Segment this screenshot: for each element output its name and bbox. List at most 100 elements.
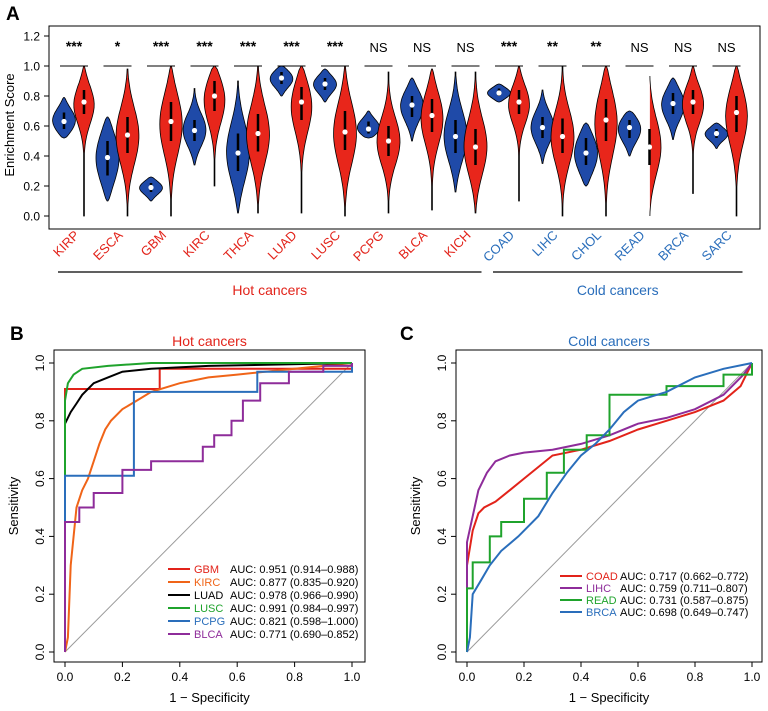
violin-median-normal — [452, 133, 459, 140]
violin-x-label-coad: COAD — [480, 228, 517, 265]
roc-x-axis-label: 1 − Specificity — [169, 690, 250, 705]
legend-auc-lihc: AUC: 0.759 (0.711–0.807) — [620, 583, 748, 595]
significance-label: *** — [240, 38, 257, 54]
roc-y-tick-label: 0.6 — [435, 470, 449, 487]
violin-x-label-read: READ — [611, 228, 647, 264]
roc-x-tick-label: 1.0 — [744, 670, 761, 684]
legend-auc-brca: AUC: 0.698 (0.649–0.747) — [620, 607, 748, 619]
significance-label: NS — [456, 40, 474, 55]
significance-label: ** — [547, 38, 558, 54]
violin-y-tick-label: 0.8 — [23, 90, 40, 104]
violin-x-label-sarc: SARC — [698, 228, 734, 264]
violin-median-normal — [104, 154, 111, 161]
violin-x-label-blca: BLCA — [395, 227, 430, 262]
violin-x-label-lihc: LIHC — [529, 228, 561, 260]
violin-median-tumor — [385, 138, 392, 144]
violin-median-normal — [713, 130, 720, 137]
violin-plot-frame — [48, 25, 761, 230]
roc-x-tick-label: 0.0 — [57, 670, 74, 684]
violin-median-tumor — [342, 129, 348, 135]
roc-legend: COAD AUC: 0.717 (0.662–0.772) LIHC AUC: 0.7… — [560, 571, 748, 619]
violin-median-normal — [409, 102, 415, 108]
violin-median-tumor — [646, 144, 653, 150]
violin-x-label-chol: CHOL — [568, 228, 604, 264]
violin-median-tumor — [472, 144, 479, 150]
roc-x-axis-label: 1 − Specificity — [569, 690, 650, 705]
roc-diagonal — [466, 362, 753, 653]
violin-median-tumor — [81, 99, 87, 105]
legend-auc-lusc: AUC: 0.991 (0.984–0.997) — [230, 603, 358, 615]
roc-y-tick-label: 0.4 — [435, 528, 449, 545]
legend-name-blca: BLCA — [194, 629, 223, 641]
group-label-hot: Hot cancers — [232, 282, 307, 298]
violin-y-tick-label: 0.0 — [23, 210, 40, 224]
legend-auc-gbm: AUC: 0.951 (0.914–0.988) — [230, 564, 358, 576]
legend-name-gbm: GBM — [194, 564, 219, 576]
roc-y-tick-label: 0.8 — [33, 412, 47, 429]
violin-median-normal — [61, 118, 67, 125]
violin-x-label-luad: LUAD — [264, 228, 299, 263]
violin-median-normal — [148, 184, 154, 191]
violin-x-label-thca: THCA — [220, 227, 256, 263]
legend-auc-coad: AUC: 0.717 (0.662–0.772) — [620, 571, 748, 583]
violin-median-tumor — [516, 99, 522, 105]
roc-y-tick-label: 1.0 — [33, 354, 47, 371]
roc-curve-coad — [466, 362, 753, 652]
roc-plot-frame — [455, 349, 763, 663]
violin-median-tumor — [124, 132, 131, 138]
roc-axes: 0.0 0.0 0.2 0.2 0.4 0.4 0.6 0.6 0.8 0.8 1.0 1.0 — [435, 354, 761, 684]
roc-x-tick-label: 0.0 — [459, 670, 476, 684]
violin-median-tumor — [733, 109, 740, 116]
significance-label: *** — [283, 38, 300, 54]
panel-label-b: B — [10, 324, 24, 345]
violin-tumor-brca — [681, 65, 705, 194]
significance-label: *** — [153, 38, 170, 54]
violin-median-normal — [235, 150, 241, 156]
violin-y-axis-label: Enrichment Score — [2, 73, 17, 176]
significance-label: NS — [369, 40, 387, 55]
violin-median-tumor — [168, 118, 174, 125]
violin-series — [52, 65, 748, 217]
violin-x-label-kich: KICH — [441, 228, 474, 261]
violin-y-tick-label: 1.2 — [23, 30, 40, 44]
significance-label: *** — [327, 38, 344, 54]
violin-median-tumor — [603, 117, 609, 123]
roc-x-tick-label: 0.8 — [687, 670, 704, 684]
violin-x-label-esca: ESCA — [90, 227, 126, 263]
legend-auc-pcpg: AUC: 0.821 (0.598–1.000) — [230, 616, 358, 628]
roc-x-tick-label: 1.0 — [344, 670, 361, 684]
roc-x-tick-label: 0.8 — [286, 670, 303, 684]
roc-legend: GBM AUC: 0.951 (0.914–0.988) KIRC AUC: 0.87… — [168, 564, 358, 641]
roc-x-tick-label: 0.2 — [114, 670, 131, 684]
roc-x-tick-label: 0.6 — [229, 670, 246, 684]
violin-median-tumor — [559, 133, 566, 140]
roc-curve-lusc — [64, 362, 352, 652]
violin-x-label-kirp: KIRP — [50, 228, 82, 260]
roc-axes: 0.0 0.0 0.2 0.2 0.4 0.4 0.6 0.6 0.8 0.8 1.0 1.0 — [33, 354, 361, 684]
roc-plot-frame — [53, 349, 366, 663]
panel-b: B Hot cancers 0.0 0.0 0.2 0.2 0.4 0.4 0.6 0.6 0.8… — [6, 324, 366, 705]
panel-label-a: A — [6, 4, 20, 25]
violin-tumor-sarc — [725, 65, 748, 217]
violin-median-tumor — [690, 99, 696, 105]
panel-c: C Cold cancers0.00.00.20.20.40.40.60.60.… — [400, 324, 763, 705]
roc-curve-luad — [64, 362, 353, 652]
roc-y-tick-label: 0.4 — [33, 528, 47, 545]
roc-y-axis-label: Sensitivity — [6, 476, 21, 535]
roc-curve-kirc — [64, 362, 353, 653]
significance-label: *** — [66, 38, 83, 54]
legend-name-lusc: LUSC — [194, 603, 223, 615]
violin-median-normal — [539, 124, 546, 131]
roc-y-tick-label: 0.2 — [33, 586, 47, 603]
roc-y-tick-label: 0.6 — [33, 470, 47, 487]
violin-median-normal — [322, 81, 328, 87]
violin-tumor-blca — [420, 68, 444, 211]
legend-auc-kirc: AUC: 0.877 (0.835–0.920) — [230, 577, 358, 589]
violin-median-tumor — [429, 112, 435, 119]
roc-y-axis-label: Sensitivity — [408, 476, 423, 535]
violin-x-label-pcpg: PCPG — [350, 228, 387, 265]
significance-label: * — [115, 38, 121, 54]
violin-median-normal — [626, 124, 633, 131]
violin-y-tick-label: 0.4 — [23, 150, 40, 164]
violin-tumor-coad — [508, 65, 530, 202]
